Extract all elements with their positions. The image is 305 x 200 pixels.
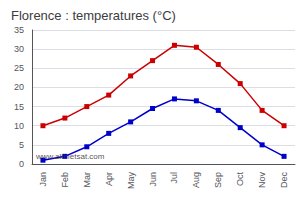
svg-text:Feb: Feb	[60, 172, 70, 188]
svg-text:Mar: Mar	[82, 172, 92, 188]
svg-text:35: 35	[14, 25, 24, 35]
svg-text:Nov: Nov	[257, 172, 267, 189]
svg-text:Oct: Oct	[235, 172, 245, 187]
svg-text:15: 15	[14, 102, 24, 112]
svg-text:May: May	[126, 172, 136, 190]
svg-text:5: 5	[19, 140, 24, 150]
svg-text:25: 25	[14, 63, 24, 73]
svg-text:Aug: Aug	[191, 172, 201, 188]
svg-text:20: 20	[14, 82, 24, 92]
svg-text:Jul: Jul	[169, 172, 179, 184]
svg-text:Jan: Jan	[38, 172, 48, 187]
svg-text:Dec: Dec	[279, 172, 289, 189]
svg-text:30: 30	[14, 44, 24, 54]
svg-text:Florence : temperatures (°C): Florence : temperatures (°C)	[11, 8, 176, 23]
svg-text:Sep: Sep	[213, 172, 223, 188]
svg-text:www.allmetsat.com: www.allmetsat.com	[35, 152, 105, 161]
svg-text:0: 0	[19, 159, 24, 169]
svg-text:Jun: Jun	[148, 172, 158, 187]
svg-text:Apr: Apr	[104, 172, 114, 186]
svg-text:10: 10	[14, 121, 24, 131]
